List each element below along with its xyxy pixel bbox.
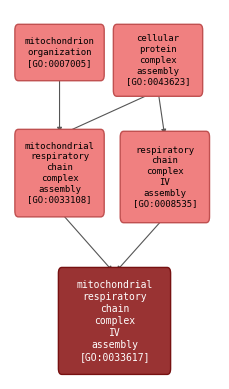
FancyBboxPatch shape xyxy=(58,268,171,374)
FancyBboxPatch shape xyxy=(120,131,210,223)
Text: mitochondrial
respiratory
chain
complex
assembly
[GO:0033108]: mitochondrial respiratory chain complex … xyxy=(25,142,95,205)
Text: respiratory
chain
complex
IV
assembly
[GO:0008535]: respiratory chain complex IV assembly [G… xyxy=(133,145,197,209)
FancyBboxPatch shape xyxy=(15,130,104,217)
FancyBboxPatch shape xyxy=(113,25,203,96)
FancyBboxPatch shape xyxy=(15,25,104,81)
Text: mitochondrial
respiratory
chain
complex
IV
assembly
[GO:0033617]: mitochondrial respiratory chain complex … xyxy=(76,280,153,362)
Text: mitochondrion
organization
[GO:0007005]: mitochondrion organization [GO:0007005] xyxy=(25,37,95,68)
Text: cellular
protein
complex
assembly
[GO:0043623]: cellular protein complex assembly [GO:00… xyxy=(126,34,190,86)
